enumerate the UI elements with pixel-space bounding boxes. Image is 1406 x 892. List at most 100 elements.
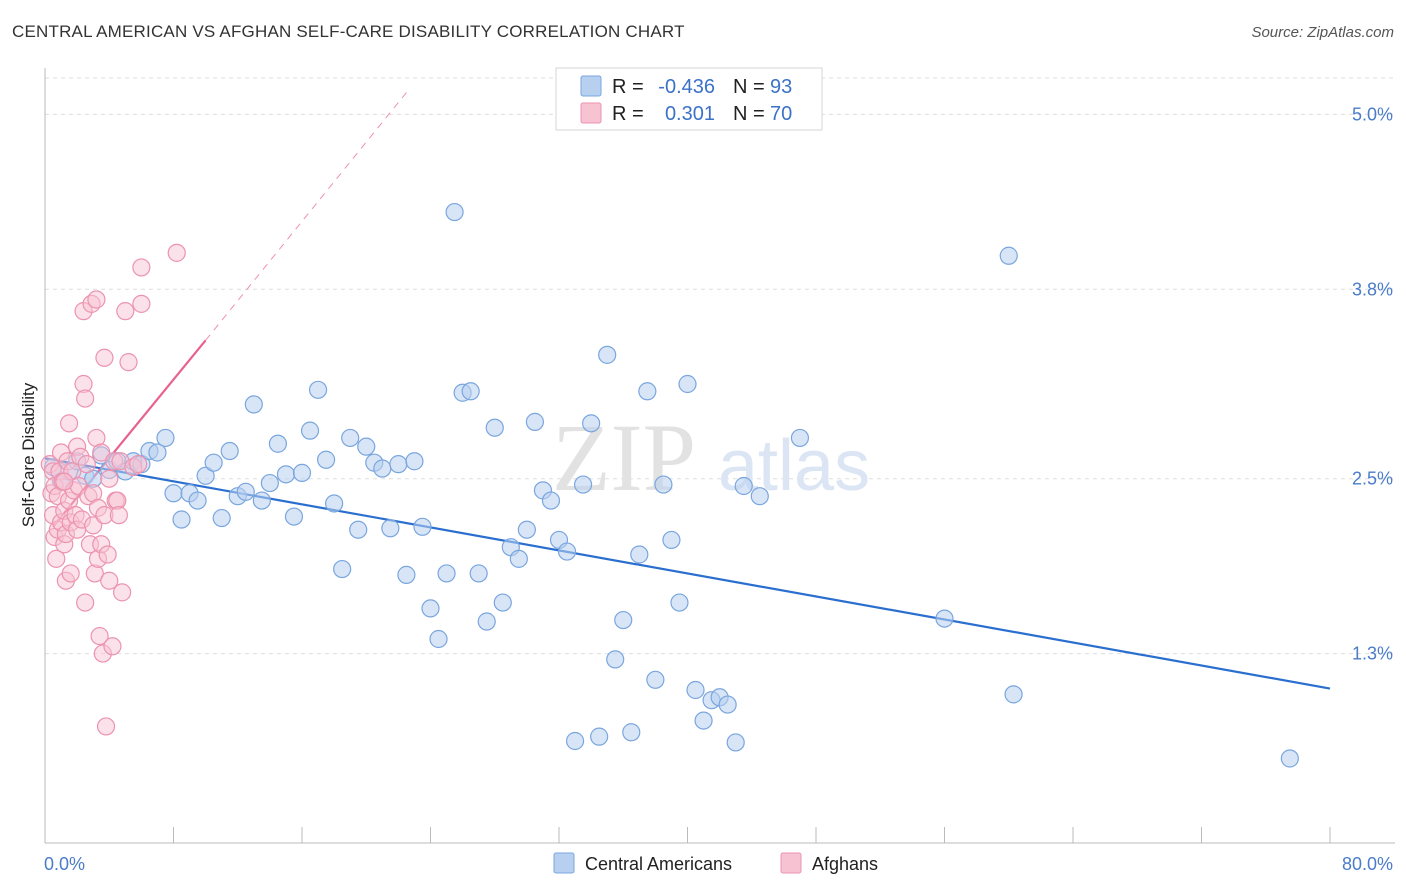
- correlation-legend: R = -0.436 N = 93 R = 0.301 N = 70: [555, 67, 823, 131]
- data-point-central-american: [212, 508, 231, 528]
- y-tick-labels: 1.3% 2.5% 3.8% 5.0%: [1352, 104, 1393, 663]
- data-point-central-american: [573, 475, 593, 494]
- data-point-central-american: [477, 612, 496, 631]
- data-point-afghan: [84, 516, 103, 535]
- data-point-central-american: [598, 345, 617, 364]
- series-afghans: [40, 243, 186, 736]
- data-point-central-american: [445, 202, 464, 222]
- legend-r-label-2: R =: [612, 103, 644, 125]
- data-point-central-american: [565, 731, 585, 751]
- data-point-afghan: [47, 549, 66, 568]
- data-point-central-american: [790, 428, 810, 448]
- data-point-afghan: [55, 472, 74, 491]
- legend-n-label-1: N =: [733, 76, 765, 98]
- data-point-central-american: [148, 443, 167, 462]
- data-point-central-american: [999, 246, 1018, 265]
- data-point-central-american: [389, 455, 408, 474]
- data-point-central-american: [284, 507, 304, 526]
- data-point-central-american: [726, 733, 745, 752]
- legend-n-value-1: 93: [770, 76, 792, 98]
- data-point-central-american: [188, 491, 207, 510]
- trend-line-afghans-extension: [205, 92, 407, 341]
- data-point-central-american: [381, 519, 400, 538]
- data-point-central-american: [654, 475, 673, 494]
- data-point-afghan: [59, 414, 79, 433]
- data-point-central-american: [308, 380, 328, 399]
- data-point-afghan: [132, 294, 151, 313]
- data-point-central-american: [405, 452, 424, 471]
- data-point-central-american: [220, 441, 239, 461]
- data-point-central-american: [582, 414, 601, 433]
- data-point-central-american: [541, 491, 561, 510]
- data-point-central-american: [292, 463, 312, 482]
- data-point-central-american: [734, 476, 753, 496]
- data-point-afghan: [109, 506, 128, 525]
- data-point-central-american: [236, 482, 255, 501]
- data-point-central-american: [469, 564, 488, 583]
- x-tick-labels: 0.0% 80.0%: [44, 854, 1393, 874]
- data-point-afghan: [76, 593, 95, 612]
- x-tick-label-min: 0.0%: [44, 854, 85, 874]
- legend-n-label-2: N =: [733, 103, 765, 125]
- data-point-central-american: [260, 473, 279, 493]
- data-point-afghan: [100, 571, 119, 590]
- watermark-zip: ZIP: [552, 404, 696, 511]
- data-point-central-american: [718, 695, 737, 714]
- data-point-central-american: [429, 629, 448, 649]
- data-point-central-american: [694, 711, 713, 730]
- data-point-central-american: [614, 610, 633, 630]
- data-point-central-american: [622, 723, 641, 742]
- data-point-central-american: [630, 545, 649, 564]
- series-legend: Central Americans Afghans: [553, 852, 878, 874]
- data-point-central-american: [244, 395, 263, 414]
- bottom-legend-swatch-pink: [780, 852, 802, 874]
- bottom-legend-label-blue: Central Americans: [585, 854, 732, 874]
- data-point-central-american: [935, 609, 954, 628]
- data-point-central-american: [421, 599, 440, 618]
- data-point-central-american: [204, 453, 223, 472]
- legend-swatch-blue: [580, 75, 602, 97]
- data-point-central-american: [196, 466, 215, 485]
- data-point-central-american: [333, 559, 352, 579]
- data-point-central-american: [493, 593, 512, 612]
- data-point-central-american: [606, 650, 625, 669]
- data-point-central-american: [485, 418, 504, 437]
- axes: [44, 68, 1395, 844]
- watermark: ZIP atlas: [552, 404, 870, 511]
- data-point-central-american: [525, 412, 545, 431]
- grid-lines: [45, 77, 1395, 655]
- data-point-central-american: [373, 459, 392, 478]
- data-point-afghan: [100, 469, 119, 488]
- data-point-afghan: [76, 389, 95, 408]
- data-point-afghan: [87, 290, 106, 309]
- data-point-central-american: [1280, 749, 1299, 768]
- data-point-central-american: [316, 450, 336, 469]
- legend-r-value-1: -0.436: [658, 76, 715, 98]
- data-point-afghan: [112, 583, 132, 602]
- data-point-central-american: [172, 510, 191, 529]
- data-point-central-american: [509, 549, 528, 568]
- y-axis-label: Self-Care Disability: [19, 382, 38, 527]
- data-point-central-american: [252, 491, 271, 510]
- data-point-central-american: [325, 494, 344, 513]
- data-point-afghan: [129, 455, 148, 474]
- data-point-afghan: [90, 626, 109, 646]
- bottom-legend-label-pink: Afghans: [812, 854, 878, 874]
- data-point-central-american: [357, 437, 376, 456]
- data-point-afghan: [61, 564, 80, 583]
- data-point-afghan: [132, 258, 151, 277]
- data-point-central-american: [686, 680, 705, 700]
- data-point-central-american: [341, 428, 360, 448]
- data-point-central-american: [276, 465, 296, 484]
- data-point-central-american: [300, 421, 320, 440]
- data-point-afghan: [167, 243, 186, 262]
- y-tick-label: 5.0%: [1352, 104, 1393, 124]
- legend-n-value-2: 70: [770, 103, 792, 125]
- data-point-central-american: [268, 434, 288, 453]
- y-tick-label: 3.8%: [1352, 279, 1393, 299]
- data-point-central-american: [750, 487, 769, 506]
- data-point-afghan: [95, 348, 114, 367]
- data-point-afghan: [116, 302, 135, 321]
- legend-r-label-1: R =: [612, 76, 644, 98]
